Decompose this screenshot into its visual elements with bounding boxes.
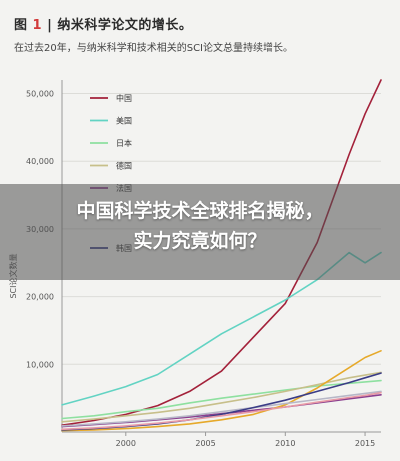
headline-overlay: 中国科学技术全球排名揭秘， 实力究竟如何？ — [0, 196, 400, 256]
figure-title: 图 1 | 纳米科学论文的增长。 — [14, 14, 192, 33]
legend-label: 日本 — [116, 138, 132, 148]
headline-line-1: 中国科学技术全球排名揭秘， — [76, 200, 324, 222]
headline-overlay-band — [0, 184, 400, 280]
x-tick-label: 2015 — [355, 439, 375, 448]
headline-line-2: 实力究竟如何？ — [133, 230, 267, 252]
figure-subtitle: 在过去20年，与纳米科学和技术相关的SCI论文总量持续增长。 — [14, 43, 294, 54]
y-tick-label: 20,000 — [26, 293, 54, 302]
figure-title-prefix: 图 — [14, 18, 28, 33]
y-tick-label: 40,000 — [26, 157, 54, 166]
y-tick-label: 50,000 — [26, 90, 54, 99]
series-line-9 — [61, 391, 382, 431]
series-line-3 — [61, 379, 382, 420]
series-line-7 — [61, 390, 382, 427]
series-line-1 — [61, 79, 382, 427]
figure-title-text: 纳米科学论文的增长。 — [57, 18, 193, 33]
series-line-4 — [61, 371, 382, 423]
y-tick-label: 10,000 — [26, 360, 54, 369]
x-tick-label: 2005 — [195, 439, 215, 448]
x-tick-label: 2000 — [116, 439, 136, 448]
x-tick-label: 2010 — [275, 439, 295, 448]
legend-label: 德国 — [116, 161, 132, 171]
figure-title-number: 1 — [32, 18, 43, 33]
legend-label: 美国 — [116, 116, 132, 126]
series-line-6 — [61, 349, 382, 432]
figure-title-separator: | — [47, 18, 53, 33]
legend-label: 中国 — [116, 93, 132, 103]
